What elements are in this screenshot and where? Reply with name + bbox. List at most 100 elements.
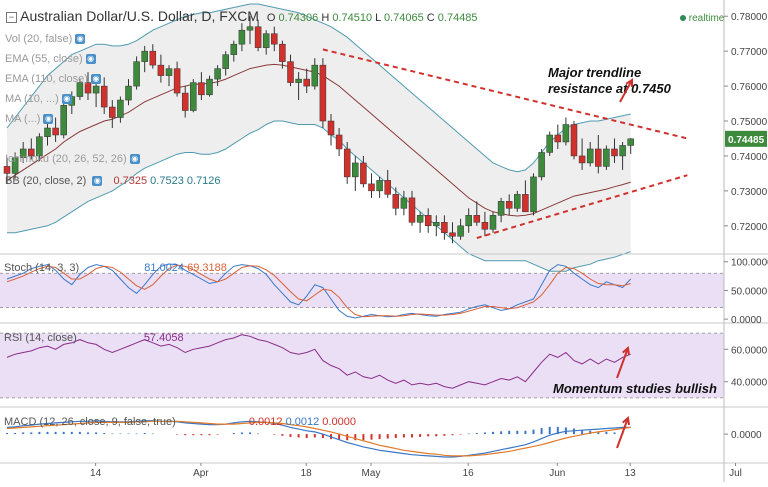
candle <box>60 100 67 139</box>
candle-body <box>514 194 521 209</box>
candle <box>133 56 140 90</box>
eye-toggle-icon[interactable]: ◉ <box>85 54 96 65</box>
indicator-ma-b-label: MA (...) <box>5 113 41 125</box>
candle <box>514 190 521 212</box>
candle-body <box>206 78 213 96</box>
stoch-ytick-label: 100.0000 <box>731 258 768 269</box>
eye-toggle-icon[interactable]: ◉ <box>61 94 72 105</box>
candle <box>190 79 197 113</box>
eye-toggle-icon[interactable]: ◉ <box>43 114 54 125</box>
candle <box>117 96 124 123</box>
candle-body <box>343 148 351 178</box>
xtick-label: Jul <box>729 468 742 479</box>
candle-body <box>392 194 400 209</box>
candle <box>400 190 408 216</box>
candle-body <box>303 78 310 87</box>
candle-body <box>570 124 578 157</box>
candle-body <box>100 85 108 108</box>
candle-body <box>198 82 205 96</box>
high-value: 0.74510 <box>332 12 373 24</box>
eye-toggle-icon[interactable]: ◉ <box>129 154 140 165</box>
candle-body <box>28 148 35 157</box>
candle-body <box>603 148 610 167</box>
indicator-vol[interactable]: Vol (20, false) ◉ <box>5 33 86 45</box>
candle <box>52 117 59 142</box>
candle-body <box>489 215 497 230</box>
rsi-ytick-label: 40.0000 <box>731 378 768 389</box>
candle <box>44 121 51 146</box>
indicator-bb[interactable]: BB (20, close, 2) ◉ 0.7325 0.7523 0.7126 <box>5 175 221 187</box>
macd-legend[interactable]: MACD (12, 26, close, 9, false, true) 0.0… <box>4 416 356 428</box>
eye-toggle-icon[interactable]: ◉ <box>92 176 103 187</box>
eye-toggle-icon[interactable]: ◉ <box>90 74 101 85</box>
candle <box>230 40 238 62</box>
candle-body <box>465 215 472 227</box>
candle <box>465 208 472 233</box>
candle-body <box>230 43 238 55</box>
rsi-legend[interactable]: RSI (14, close) 57.4058 <box>4 332 184 344</box>
candle <box>441 215 448 240</box>
candle-body <box>190 82 197 111</box>
bb-upper-value: 0.7523 <box>150 175 184 187</box>
candle-body <box>595 148 602 167</box>
low-value: 0.74065 <box>383 12 424 24</box>
ohlc-readout: O 0.74306 H 0.74510 L 0.74065 C 0.74485 <box>267 12 478 24</box>
candle <box>181 86 189 118</box>
candle <box>522 180 529 213</box>
bollinger-upper-line <box>6 3 631 173</box>
price-ytick-label: 0.78000 <box>731 12 768 23</box>
candle <box>457 218 464 240</box>
candle-body <box>214 68 221 80</box>
bollinger-middle-line <box>6 63 631 217</box>
candle <box>481 211 489 237</box>
stoch-legend[interactable]: Stoch (14, 3, 3) 81.0024 69.3188 <box>4 262 227 274</box>
indicator-ichimoku[interactable]: Ichimoku (20, 26, 52, 26) ◉ <box>5 153 140 165</box>
candle <box>562 117 570 146</box>
candle-body <box>627 138 634 146</box>
indicator-ma10[interactable]: MA (10, ...) ◉ <box>5 93 72 105</box>
candle <box>473 201 481 226</box>
candle-body <box>311 64 319 87</box>
low-label: L <box>375 12 381 24</box>
trendline-annotation-line1: Major trendline <box>548 65 641 80</box>
candle <box>303 68 310 94</box>
open-value: 0.74306 <box>278 12 319 24</box>
candle <box>84 72 92 101</box>
eye-toggle-icon[interactable]: ◉ <box>75 34 86 45</box>
candle <box>538 148 545 181</box>
candle-body <box>400 197 408 209</box>
rsi-label: RSI (14, close) <box>4 332 77 344</box>
candle-body <box>3 166 11 174</box>
candle-body <box>441 222 448 234</box>
candle-body <box>433 222 440 227</box>
indicator-bb-label: BB (20, close, 2) <box>5 175 87 187</box>
annotation-arrow <box>619 79 633 103</box>
rsi-line <box>6 334 631 389</box>
annotation-arrowhead <box>622 346 631 356</box>
candle <box>611 138 618 163</box>
candle <box>287 54 294 87</box>
collapse-icon[interactable]: − <box>6 11 17 23</box>
macd-label: MACD (12, 26, close, 9, false, true) <box>4 416 176 428</box>
indicator-vol-label: Vol (20, false) <box>5 33 73 45</box>
xtick-label: 18 <box>301 468 313 479</box>
candle-body <box>165 68 173 76</box>
candle <box>505 194 513 216</box>
xtick-label: 13 <box>625 468 637 479</box>
indicator-ma-b[interactable]: MA (...) ◉ <box>5 113 54 125</box>
bb-lower-value: 0.7126 <box>186 175 221 187</box>
price-ytick-label: 0.74000 <box>731 152 768 163</box>
indicator-ema110[interactable]: EMA (110, close) ◉ <box>5 73 101 85</box>
indicator-ma10-label: MA (10, ...) <box>5 93 59 105</box>
indicator-ema55[interactable]: EMA (55, close) ◉ <box>5 53 96 65</box>
candle <box>214 65 221 87</box>
candle-body <box>109 106 116 118</box>
candle <box>343 141 351 184</box>
indicator-ema55-label: EMA (55, close) <box>5 53 83 65</box>
macd-signal-value: 0.0012 <box>285 416 320 428</box>
candle <box>262 30 270 55</box>
macd-value: 0.0012 <box>248 416 283 428</box>
annotation-arrow <box>616 417 629 449</box>
